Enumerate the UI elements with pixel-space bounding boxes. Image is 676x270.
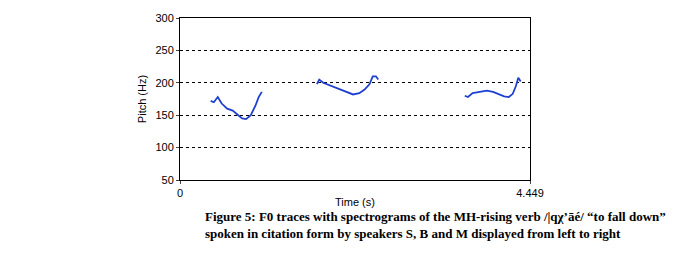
svg-text:0: 0 (177, 187, 183, 199)
svg-text:200: 200 (155, 77, 173, 89)
svg-text:150: 150 (155, 109, 173, 121)
svg-text:250: 250 (155, 44, 173, 56)
svg-text:50: 50 (162, 174, 174, 186)
svg-text:Pitch (Hz): Pitch (Hz) (136, 75, 148, 123)
html-text:Figure 5: F0 traces with spect: Figure 5: F0 traces with spectrograms of… (205, 209, 666, 224)
svg-text:300: 300 (155, 12, 173, 24)
svg-text:100: 100 (155, 141, 173, 153)
svg-text:Time (s): Time (s) (335, 196, 375, 208)
svg-text:4.449: 4.449 (516, 187, 544, 199)
html-text:spoken in citation form by spe: spoken in citation form by speakers S, B… (205, 226, 621, 241)
